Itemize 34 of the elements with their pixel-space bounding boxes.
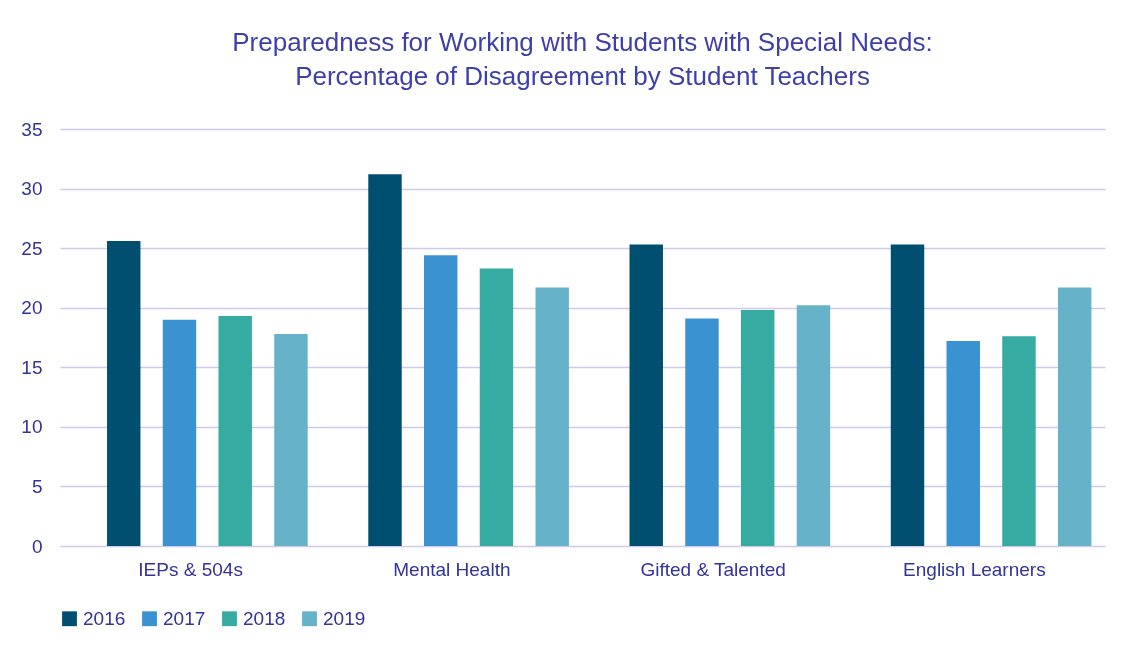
x-tick-label: IEPs & 504s bbox=[138, 558, 243, 580]
x-tick-label: Mental Health bbox=[393, 558, 511, 580]
legend-label: 2019 bbox=[323, 607, 366, 629]
bar bbox=[368, 174, 402, 546]
y-tick-label: 35 bbox=[21, 118, 43, 140]
bar bbox=[740, 310, 775, 546]
bar bbox=[890, 244, 925, 546]
bar bbox=[1057, 287, 1092, 546]
y-tick-label: 30 bbox=[21, 178, 43, 200]
bar bbox=[535, 287, 569, 546]
x-tick-label: Gifted & Talented bbox=[640, 558, 786, 580]
bar bbox=[424, 255, 458, 546]
y-tick-label: 15 bbox=[21, 356, 43, 378]
text: Percentage of Disagreement by Student Teachers bbox=[295, 61, 870, 91]
legend-label: 2018 bbox=[243, 607, 286, 629]
bar bbox=[685, 318, 719, 546]
bar bbox=[162, 319, 197, 546]
legend-label: 2017 bbox=[163, 607, 206, 629]
y-tick-label: 0 bbox=[31, 535, 43, 557]
bar bbox=[274, 333, 308, 546]
bar bbox=[946, 341, 980, 546]
y-tick-label: 5 bbox=[31, 475, 43, 497]
x-tick-label: English Learners bbox=[903, 558, 1046, 580]
bar bbox=[479, 268, 514, 546]
y-tick-label: 20 bbox=[21, 297, 43, 319]
y-tick-label: 10 bbox=[21, 416, 43, 438]
bar bbox=[796, 305, 831, 546]
text: Preparedness for Working with Students with Special Needs: bbox=[232, 27, 933, 57]
y-tick-label: 25 bbox=[21, 237, 43, 259]
bar bbox=[1002, 336, 1036, 546]
bar bbox=[629, 244, 663, 546]
bar bbox=[218, 316, 252, 546]
bar bbox=[107, 240, 141, 546]
legend-label: 2016 bbox=[83, 607, 126, 629]
